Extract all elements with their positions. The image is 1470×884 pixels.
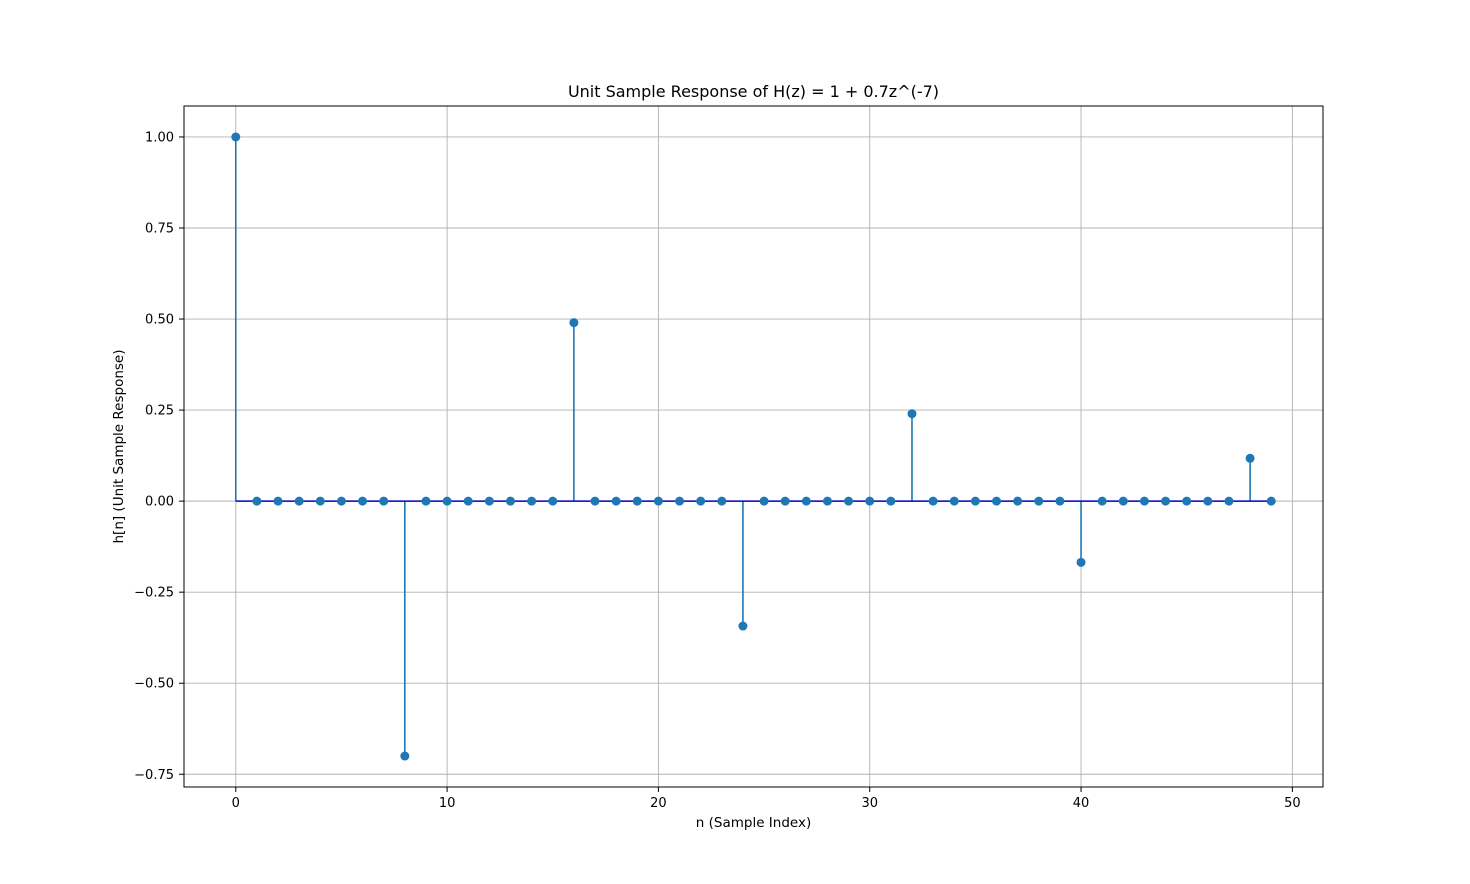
y-axis-label: h[n] (Unit Sample Response): [111, 350, 127, 544]
y-tick-label: 0.25: [145, 404, 174, 419]
stem-marker: [1118, 496, 1128, 506]
stem-marker: [907, 409, 917, 419]
stem-marker: [1055, 496, 1065, 506]
stem-marker: [801, 496, 811, 506]
y-tick-label: 1.00: [145, 130, 174, 145]
stem-marker: [675, 496, 685, 506]
x-tick-label: 30: [861, 796, 878, 811]
stem-marker: [527, 496, 537, 506]
stem-marker: [844, 496, 854, 506]
x-tick-label: 10: [439, 796, 456, 811]
y-tick-label: 0.50: [145, 313, 174, 328]
plot-frame: [183, 105, 1324, 788]
stem-marker: [379, 496, 389, 506]
stem-marker: [886, 496, 896, 506]
stem-marker: [1013, 496, 1023, 506]
stem-marker: [696, 496, 706, 506]
x-tick-label: 50: [1284, 796, 1301, 811]
stem-marker: [463, 496, 473, 506]
y-tick-label: −0.25: [134, 586, 174, 601]
ticks: 0 10 20 30 40 50 1.00 0.75 0.50 0.25 0.00 −0.25 −0.5…: [134, 130, 1300, 811]
stem-marker: [1224, 496, 1234, 506]
stem-marker: [1097, 496, 1107, 506]
y-tick-label: −0.75: [134, 768, 174, 783]
stem-marker: [590, 496, 600, 506]
stem-marker: [928, 496, 938, 506]
y-tick-label: −0.50: [134, 677, 174, 692]
stem-marker: [569, 318, 579, 328]
stem-marker: [358, 496, 368, 506]
y-tick-label: 0.75: [145, 221, 174, 236]
stem-marker: [315, 496, 325, 506]
stem-marker: [611, 496, 621, 506]
stem-marker: [738, 621, 748, 631]
stem-marker: [484, 496, 494, 506]
stem-marker: [336, 496, 346, 506]
stem-marker: [273, 496, 283, 506]
stem-marker: [252, 496, 262, 506]
stem-marker: [400, 751, 410, 761]
stem-marker: [1139, 496, 1149, 506]
x-tick-label: 40: [1073, 796, 1090, 811]
stem-marker: [421, 496, 431, 506]
stem-marker: [970, 496, 980, 506]
stem-marker: [548, 496, 558, 506]
stem-marker: [442, 496, 452, 506]
stem-marker: [294, 496, 304, 506]
stem-marker: [1245, 453, 1255, 463]
stem-marker: [992, 496, 1002, 506]
stem-marker: [231, 132, 241, 142]
stem-marker: [505, 496, 515, 506]
stem-marker: [632, 496, 642, 506]
x-tick-label: 0: [232, 796, 240, 811]
stem-marker: [1266, 496, 1276, 506]
x-tick-label: 20: [650, 796, 667, 811]
stem-marker: [717, 496, 727, 506]
stem-marker: [1182, 496, 1192, 506]
stem-marker: [653, 496, 663, 506]
stem-marker: [1034, 496, 1044, 506]
stem-marker: [1203, 496, 1213, 506]
stem-marker: [780, 496, 790, 506]
stem-marker: [1161, 496, 1171, 506]
x-axis-label: n (Sample Index): [696, 815, 811, 831]
stem-marker: [822, 496, 832, 506]
stem-marker: [1076, 557, 1086, 567]
stem-marker: [949, 496, 959, 506]
chart-title: Unit Sample Response of H(z) = 1 + 0.7z^…: [568, 82, 939, 101]
stem-marker: [865, 496, 875, 506]
y-tick-label: 0.00: [145, 495, 174, 510]
stem-marker: [759, 496, 769, 506]
data-layer: [231, 132, 1276, 761]
